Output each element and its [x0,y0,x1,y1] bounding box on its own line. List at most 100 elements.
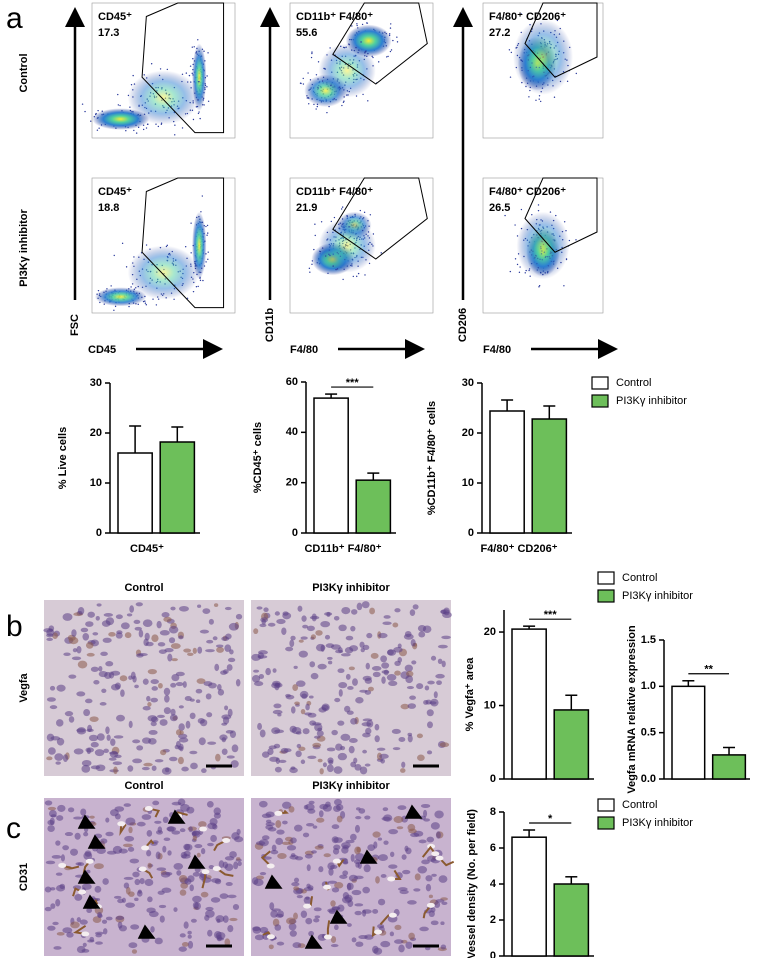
event-dot [387,55,389,58]
nucleus [254,934,265,941]
y-tick-label: 20 [484,626,496,638]
nucleus [259,871,267,876]
nucleus [354,910,363,916]
nucleus [158,904,167,909]
nucleus [214,663,220,672]
nucleus [378,854,388,861]
event-dot [205,225,207,228]
nucleus [88,734,99,742]
nucleus [392,622,399,628]
nucleus [227,657,236,663]
nucleus [76,917,81,923]
nucleus [157,826,163,833]
nucleus [221,636,230,642]
nucleus [437,658,443,664]
nucleus [441,660,446,668]
nucleus [105,661,114,667]
lumen [435,855,444,861]
nucleus [328,867,334,876]
nucleus [276,618,286,625]
nucleus [272,668,277,673]
row-label: Vegfa [18,672,30,702]
nucleus [396,826,404,830]
nucleus [192,647,197,654]
nucleus [333,615,340,621]
density [318,218,376,273]
nucleus [400,768,406,773]
nucleus [46,637,53,642]
gate-label: F4/80⁺ CD206⁺ [489,186,566,198]
gate-label: CD11b⁺ F4/80⁺ [296,186,373,198]
nucleus [154,820,162,824]
nucleus [255,841,266,846]
event-dot [514,258,517,260]
nucleus [348,666,355,671]
lumen [387,876,396,882]
nucleus [203,681,213,687]
legend-label: Control [616,377,651,389]
nucleus [381,816,391,821]
nucleus [136,821,146,827]
nucleus [424,685,430,691]
nucleus [114,754,122,759]
nucleus [152,800,160,806]
nucleus [67,807,75,813]
vessel [422,904,432,919]
nucleus [425,883,432,892]
column-title: PI3Kγ inhibitor [312,582,390,594]
nucleus [141,814,152,820]
nucleus [68,674,77,679]
event-dot [207,52,209,54]
nucleus [289,725,297,733]
nucleus [308,800,315,805]
nucleus [136,890,143,897]
nucleus [183,921,189,929]
x-axis-label: CD11b⁺ F4/80⁺ [304,543,381,555]
nucleus [171,658,178,662]
x-axis-label: F4/80⁺ CD206⁺ [480,543,557,555]
nucleus [436,680,442,685]
x-axis-label: F4/80 [290,344,318,356]
nucleus [426,750,433,755]
y-axis-label: FSC [69,314,81,336]
legend-swatch [597,816,615,830]
nucleus [218,860,225,869]
nucleus [321,703,330,712]
arrow [87,834,106,849]
nucleus [252,926,262,934]
nucleus [226,664,233,671]
nucleus [399,889,409,895]
nucleus [62,613,73,621]
nucleus [333,837,343,843]
nucleus [268,944,274,950]
y-tick-label: 20 [90,427,102,439]
nucleus [150,721,157,727]
nucleus [294,856,304,861]
nucleus [162,816,169,824]
event-dot [539,100,542,103]
lumen [58,862,67,868]
nucleus [136,745,144,751]
nucleus [190,918,197,923]
nucleus [95,764,106,772]
event-dot [188,74,191,77]
nucleus [403,633,414,640]
nucleus [427,680,435,685]
nucleus [102,878,109,885]
event-dot [199,279,202,282]
nucleus [180,851,188,859]
nucleus [169,756,178,762]
nucleus [110,809,119,817]
nucleus [338,624,347,632]
nucleus [93,833,103,839]
y-axis-label: % Vegfa⁺ area [464,657,476,732]
nucleus [288,923,297,931]
nucleus [389,931,395,937]
nucleus [132,758,143,764]
nucleus [234,836,244,843]
nucleus [47,925,56,931]
event-dot [136,292,138,294]
nucleus [62,845,70,851]
nucleus [313,735,321,739]
nucleus [86,652,95,657]
